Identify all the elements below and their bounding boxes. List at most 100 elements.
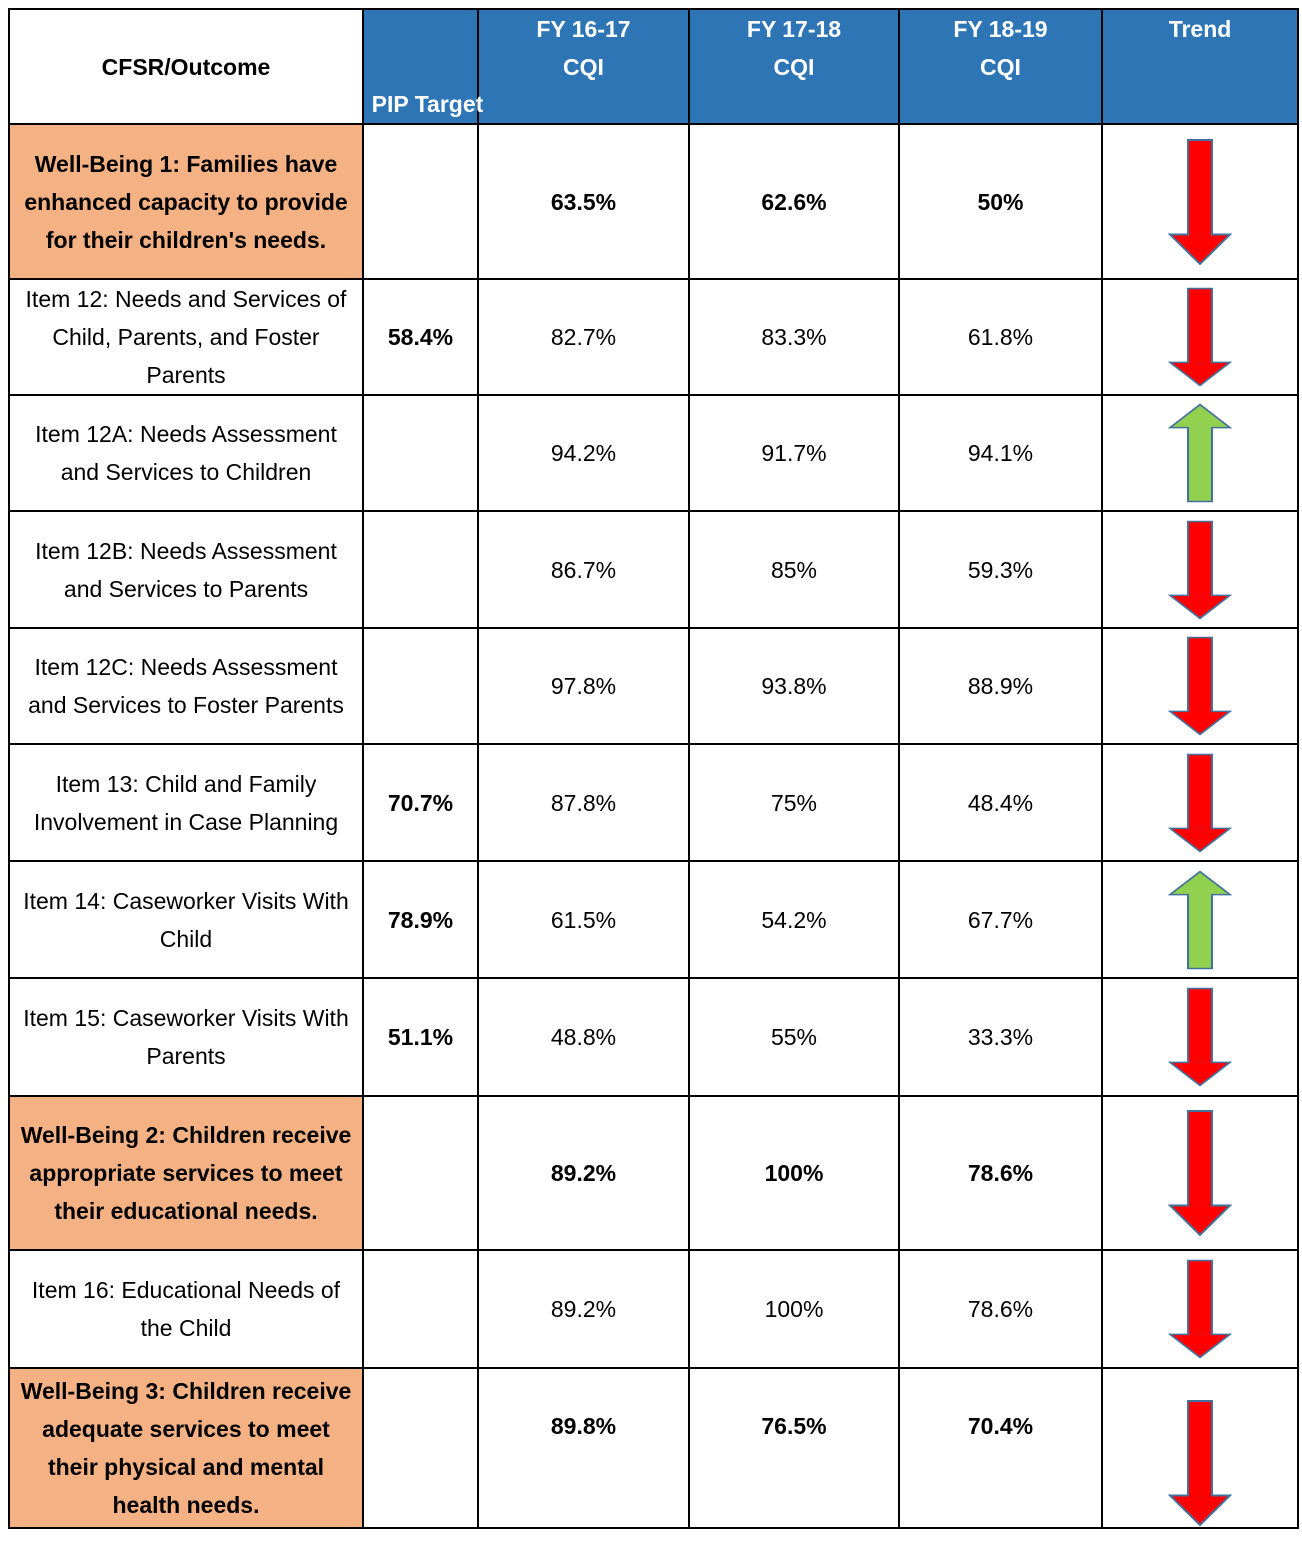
table-row: Well-Being 1: Families have enhanced cap… bbox=[8, 123, 1299, 280]
row-label: Item 12A: Needs Assessment and Services … bbox=[8, 394, 364, 512]
row-label: Item 12: Needs and Services of Child, Pa… bbox=[8, 278, 364, 396]
trend-arrow bbox=[1167, 987, 1233, 1087]
up-arrow bbox=[1167, 869, 1233, 969]
pip-target: 70.7% bbox=[362, 743, 479, 862]
header-text: PIP Target bbox=[371, 91, 484, 117]
value-cell: 59.3% bbox=[898, 510, 1103, 629]
value-cell: 89.2% bbox=[477, 1249, 690, 1369]
value-cell: 48.4% bbox=[898, 743, 1103, 862]
trend-arrow bbox=[1167, 1109, 1233, 1237]
trend-cell bbox=[1101, 860, 1299, 979]
header-text: FY 17-18 CQI bbox=[746, 16, 842, 80]
table-row: Item 14: Caseworker Visits With Child 78.… bbox=[8, 860, 1299, 979]
table-row: Well-Being 2: Children receive appropria… bbox=[8, 1095, 1299, 1251]
down-arrow bbox=[1167, 138, 1233, 265]
down-arrow bbox=[1167, 520, 1233, 620]
outcome-table: CFSR/Outcome PIP Target FY 16-17 CQI FY … bbox=[8, 8, 1299, 1529]
trend-cell bbox=[1101, 1367, 1299, 1529]
down-arrow bbox=[1167, 1399, 1233, 1527]
value-cell: 83.3% bbox=[688, 278, 900, 396]
header-text: FY 18-19 CQI bbox=[953, 16, 1048, 80]
header-cell: Trend bbox=[1101, 8, 1299, 125]
trend-arrow bbox=[1167, 403, 1233, 503]
pip-target: 78.9% bbox=[362, 860, 479, 979]
trend-arrow bbox=[1167, 520, 1233, 620]
trend-arrow bbox=[1167, 636, 1233, 736]
table-row: Item 13: Child and Family Involvement in… bbox=[8, 743, 1299, 862]
value-cell: 94.2% bbox=[477, 394, 690, 512]
header-cell: FY 16-17 CQI bbox=[477, 8, 690, 125]
value-cell: 89.8% bbox=[477, 1367, 690, 1529]
value-cell: 78.6% bbox=[898, 1095, 1103, 1251]
table-row: Item 15: Caseworker Visits With Parents 5… bbox=[8, 977, 1299, 1097]
row-label: Well-Being 3: Children receive adequate … bbox=[8, 1367, 364, 1529]
trend-cell bbox=[1101, 510, 1299, 629]
value-cell: 33.3% bbox=[898, 977, 1103, 1097]
value-cell: 87.8% bbox=[477, 743, 690, 862]
trend-arrow bbox=[1167, 1399, 1233, 1527]
value-cell: 82.7% bbox=[477, 278, 690, 396]
value-cell: 89.2% bbox=[477, 1095, 690, 1251]
value-cell: 50% bbox=[898, 123, 1103, 280]
value-cell: 54.2% bbox=[688, 860, 900, 979]
value-cell: 86.7% bbox=[477, 510, 690, 629]
value-cell: 78.6% bbox=[898, 1249, 1103, 1369]
pip-target bbox=[362, 1095, 479, 1251]
value-cell: 61.5% bbox=[477, 860, 690, 979]
value-cell: 100% bbox=[688, 1249, 900, 1369]
down-arrow bbox=[1167, 753, 1233, 853]
pip-target: 51.1% bbox=[362, 977, 479, 1097]
header-text: FY 16-17 CQI bbox=[536, 16, 631, 80]
value-cell: 88.9% bbox=[898, 627, 1103, 745]
pip-target bbox=[362, 123, 479, 280]
header-cell: FY 18-19 CQI bbox=[898, 8, 1103, 125]
value-cell: 93.8% bbox=[688, 627, 900, 745]
value-cell: 75% bbox=[688, 743, 900, 862]
table-row: Item 12B: Needs Assessment and Services … bbox=[8, 510, 1299, 629]
header-cell: FY 17-18 CQI bbox=[688, 8, 900, 125]
row-label: Item 12B: Needs Assessment and Services … bbox=[8, 510, 364, 629]
table-row: Item 12A: Needs Assessment and Services … bbox=[8, 394, 1299, 512]
header-row: CFSR/Outcome PIP Target FY 16-17 CQI FY … bbox=[8, 8, 1299, 125]
trend-cell bbox=[1101, 123, 1299, 280]
trend-arrow bbox=[1167, 869, 1233, 969]
value-cell: 62.6% bbox=[688, 123, 900, 280]
row-label: Item 13: Child and Family Involvement in… bbox=[8, 743, 364, 862]
value-cell: 100% bbox=[688, 1095, 900, 1251]
pip-target bbox=[362, 510, 479, 629]
row-label: Item 12C: Needs Assessment and Services … bbox=[8, 627, 364, 745]
table-row: Well-Being 3: Children receive adequate … bbox=[8, 1367, 1299, 1529]
row-label: Item 14: Caseworker Visits With Child bbox=[8, 860, 364, 979]
pip-target bbox=[362, 1367, 479, 1529]
value-cell: 63.5% bbox=[477, 123, 690, 280]
row-label: Item 15: Caseworker Visits With Parents bbox=[8, 977, 364, 1097]
value-cell: 85% bbox=[688, 510, 900, 629]
up-arrow bbox=[1167, 403, 1233, 503]
trend-cell bbox=[1101, 1249, 1299, 1369]
pip-target: 58.4% bbox=[362, 278, 479, 396]
header-cell: CFSR/Outcome bbox=[8, 8, 364, 125]
trend-arrow bbox=[1167, 287, 1233, 387]
trend-arrow bbox=[1167, 138, 1233, 265]
value-cell: 48.8% bbox=[477, 977, 690, 1097]
value-cell: 76.5% bbox=[688, 1367, 900, 1529]
pip-target bbox=[362, 394, 479, 512]
header-cell: PIP Target bbox=[362, 8, 483, 125]
down-arrow bbox=[1167, 987, 1233, 1087]
row-label: Well-Being 1: Families have enhanced cap… bbox=[8, 123, 364, 280]
trend-arrow bbox=[1167, 753, 1233, 853]
value-cell: 67.7% bbox=[898, 860, 1103, 979]
value-cell: 55% bbox=[688, 977, 900, 1097]
row-label: Well-Being 2: Children receive appropria… bbox=[8, 1095, 364, 1251]
trend-cell bbox=[1101, 627, 1299, 745]
trend-cell bbox=[1101, 394, 1299, 512]
value-cell: 91.7% bbox=[688, 394, 900, 512]
pip-target bbox=[362, 1249, 479, 1369]
down-arrow bbox=[1167, 636, 1233, 736]
table-row: Item 12C: Needs Assessment and Services … bbox=[8, 627, 1299, 745]
trend-arrow bbox=[1167, 1259, 1233, 1359]
down-arrow bbox=[1167, 287, 1233, 387]
row-label: Item 16: Educational Needs of the Child bbox=[8, 1249, 364, 1369]
value-cell: 97.8% bbox=[477, 627, 690, 745]
